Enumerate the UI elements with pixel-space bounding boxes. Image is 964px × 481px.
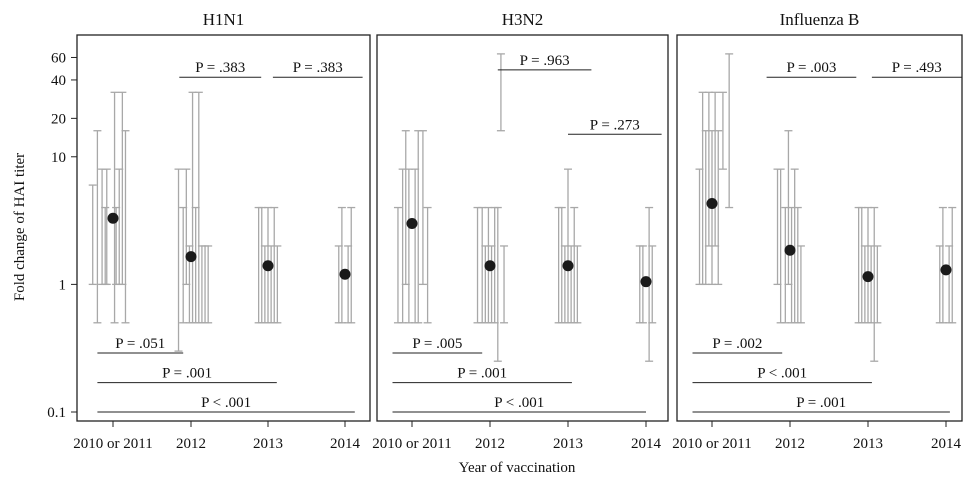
error-bar — [870, 206, 879, 362]
panel-h1n1: H1N1 2010 or 2011 2012 2013 2014 P = .383 P = … — [73, 10, 371, 452]
error-bar — [718, 91, 727, 170]
error-bar — [873, 245, 882, 324]
y-tick-label: 40 — [51, 73, 66, 89]
p-value-label: P = .005 — [412, 336, 462, 352]
error-bar — [796, 245, 805, 324]
x-tick-label: 2010 or 2011 — [73, 436, 152, 452]
error-bar — [948, 206, 957, 324]
error-bar — [93, 130, 102, 324]
mean-point — [339, 268, 351, 280]
mean-point — [706, 198, 718, 210]
error-bar — [204, 245, 213, 324]
p-value-label: P = .001 — [457, 366, 507, 382]
error-bar — [573, 245, 582, 324]
y-tick-label: 60 — [51, 50, 66, 66]
y-tick-label: 1 — [59, 277, 67, 293]
mean-point — [262, 260, 274, 272]
error-bar — [174, 168, 183, 352]
mean-point — [562, 260, 574, 272]
error-bar — [88, 184, 97, 286]
p-value-label: P < .001 — [494, 395, 544, 411]
panel-influenza-b: Influenza B 2010 or 2011 2012 2013 2014 P = .… — [672, 10, 963, 452]
p-value-label: P = .051 — [115, 336, 165, 352]
x-tick-label: 2014 — [931, 436, 962, 452]
error-bar — [500, 245, 509, 324]
panel-frame — [676, 34, 963, 422]
panel-frame — [376, 34, 669, 422]
error-bar — [714, 130, 723, 286]
p-value-label: P = .003 — [786, 60, 836, 76]
x-tick-label: 2014 — [631, 436, 662, 452]
p-value-label: P < .001 — [201, 395, 251, 411]
error-bar — [648, 245, 657, 324]
x-tick-label: 2012 — [176, 436, 206, 452]
mean-point — [185, 251, 197, 263]
p-value-label: P = .001 — [162, 366, 212, 382]
error-bar — [418, 130, 427, 286]
panel-title: H1N1 — [203, 10, 245, 29]
error-bar — [273, 245, 282, 324]
panel-title: H3N2 — [502, 10, 544, 29]
mean-point — [784, 244, 796, 256]
panel-frame — [76, 34, 371, 422]
y-tick-label: 0.1 — [47, 405, 66, 421]
error-bar — [393, 206, 402, 324]
x-tick-label: 2013 — [553, 436, 583, 452]
mean-point — [940, 264, 952, 276]
p-value-label: P = .001 — [796, 395, 846, 411]
error-bar — [473, 206, 482, 324]
p-value-label: P = .383 — [293, 60, 343, 76]
p-value-label: P = .963 — [520, 53, 570, 69]
error-bar — [102, 168, 111, 286]
error-bar — [423, 206, 432, 324]
mean-point — [640, 276, 652, 288]
x-tick-label: 2014 — [330, 436, 361, 452]
panel-h3n2: H3N2 2010 or 2011 2012 2013 2014 P = .963 P = … — [372, 10, 669, 452]
y-axis-label: Fold change of HAI titer — [12, 153, 28, 301]
x-tick-label: 2012 — [775, 436, 805, 452]
x-axis-label: Year of vaccination — [459, 460, 576, 476]
y-axis-ticks: 0.1 1 10 20 40 60 — [47, 35, 78, 421]
p-value-label: P = .273 — [590, 117, 640, 133]
chart-panels: H1N1 2010 or 2011 2012 2013 2014 P = .383 P = … — [73, 10, 963, 452]
p-value-label: P < .001 — [757, 366, 807, 382]
y-tick-label: 10 — [51, 150, 66, 166]
mean-point — [484, 260, 496, 272]
y-tick-label: 20 — [51, 111, 66, 127]
x-tick-label: 2012 — [475, 436, 505, 452]
x-tick-label: 2013 — [853, 436, 883, 452]
p-value-label: P = .383 — [195, 60, 245, 76]
x-tick-label: 2010 or 2011 — [672, 436, 751, 452]
mean-point — [862, 271, 874, 283]
p-value-label: P = .493 — [892, 60, 942, 76]
x-tick-label: 2013 — [253, 436, 283, 452]
error-bar — [725, 53, 734, 209]
mean-point — [107, 212, 119, 224]
x-tick-label: 2010 or 2011 — [372, 436, 451, 452]
error-bar — [347, 206, 356, 324]
mean-point — [406, 217, 418, 229]
panel-title: Influenza B — [780, 10, 860, 29]
error-bar — [496, 53, 505, 132]
error-bar — [493, 206, 502, 362]
p-value-label: P = .002 — [712, 336, 762, 352]
error-bar — [101, 206, 110, 286]
error-bar — [121, 130, 130, 324]
